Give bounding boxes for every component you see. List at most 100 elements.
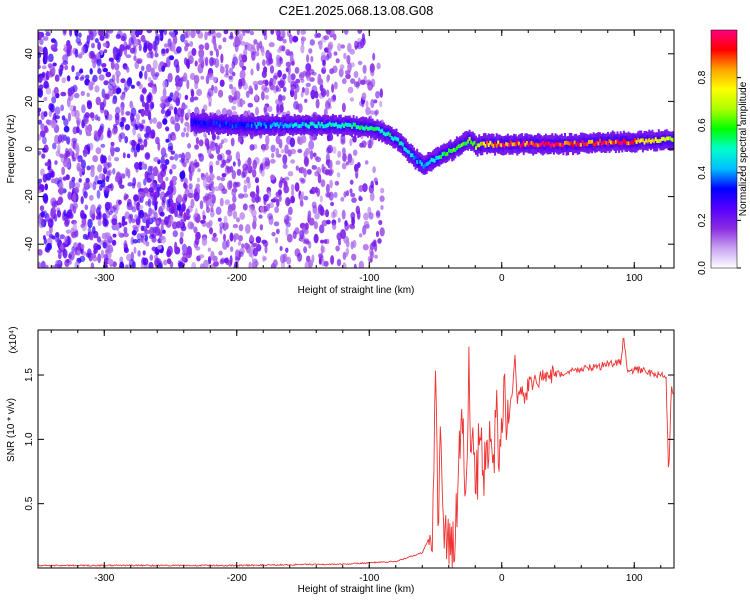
noise-cell	[326, 134, 331, 142]
noise-cell	[309, 150, 314, 160]
noise-cell	[138, 70, 143, 79]
noise-cell	[168, 103, 173, 111]
ridge-cell	[436, 155, 439, 160]
ridge-cell	[524, 142, 527, 147]
noise-cell	[43, 80, 49, 89]
noise-cell	[370, 250, 375, 259]
noise-cell	[210, 207, 214, 212]
noise-cell	[57, 249, 62, 254]
noise-cell	[77, 242, 82, 251]
noise-cell	[331, 83, 335, 94]
noise-cell	[190, 164, 195, 174]
noise-cell	[311, 165, 317, 170]
ridge-cell	[265, 124, 268, 129]
noise-cell	[51, 200, 56, 209]
noise-cell	[79, 68, 84, 74]
ridge-cell	[325, 123, 328, 128]
ridge-cell	[492, 138, 495, 147]
ridge-cell	[645, 138, 648, 143]
ridge-cell	[298, 124, 301, 128]
noise-cell	[198, 48, 205, 59]
noise-cell	[178, 153, 182, 158]
noise-cell	[379, 100, 383, 108]
noise-cell	[81, 218, 87, 227]
noise-cell	[42, 72, 49, 82]
noise-cell	[105, 207, 109, 213]
noise-cell	[132, 239, 139, 244]
ridge-cell	[452, 147, 455, 152]
ridge-cell	[257, 122, 260, 131]
noise-cell	[182, 193, 187, 199]
noise-cell	[132, 224, 138, 230]
noise-cell	[204, 42, 210, 51]
noise-cell	[76, 162, 81, 172]
noise-cell	[160, 155, 165, 166]
noise-cell	[44, 125, 48, 133]
ridge-cell	[500, 138, 503, 147]
noise-cell	[83, 181, 90, 189]
noise-cell	[112, 168, 116, 175]
noise-cell	[120, 94, 125, 100]
noise-cell	[209, 165, 214, 174]
noise-cell	[240, 40, 246, 46]
noise-cell	[103, 219, 109, 225]
noise-cell	[137, 250, 141, 257]
noise-cell	[152, 59, 158, 70]
ridge-cell	[471, 142, 474, 147]
ridge-cell	[632, 140, 635, 145]
noise-cell	[250, 68, 254, 76]
ridge-cell	[610, 140, 613, 145]
ridge-cell	[641, 138, 644, 143]
ridge-cell	[460, 143, 463, 147]
ridge-cell	[529, 141, 531, 146]
noise-cell	[159, 102, 165, 108]
noise-cell	[162, 229, 166, 234]
spectrogram-ytick-label: 40	[24, 48, 35, 60]
snr-xtick-label: -300	[94, 573, 114, 584]
ridge-cell	[482, 141, 485, 146]
noise-cell	[238, 224, 244, 232]
noise-cell	[257, 80, 264, 86]
noise-cell	[143, 187, 149, 194]
ridge-cell	[282, 124, 285, 129]
noise-cell	[351, 253, 357, 261]
ridge-cell	[657, 139, 660, 143]
noise-cell	[217, 217, 222, 222]
noise-cell	[269, 65, 275, 74]
noise-cell	[149, 165, 154, 172]
ridge-cell	[233, 123, 236, 128]
noise-cell	[238, 193, 244, 199]
ridge-cell	[455, 146, 458, 151]
ridge-cell	[579, 142, 582, 147]
noise-cell	[246, 43, 253, 52]
noise-cell	[166, 198, 171, 208]
noise-cell	[362, 37, 366, 46]
noise-cell	[182, 161, 187, 168]
ridge-cell	[653, 139, 656, 144]
noise-cell	[118, 199, 122, 205]
noise-cell	[225, 158, 231, 164]
noise-cell	[341, 78, 347, 85]
noise-cell	[105, 71, 112, 78]
noise-cell	[86, 252, 91, 258]
ridge-cell	[387, 131, 390, 136]
noise-cell	[146, 94, 152, 104]
noise-cell	[276, 198, 280, 207]
noise-cell	[255, 236, 262, 244]
noise-cell	[276, 228, 280, 235]
noise-cell	[174, 113, 181, 122]
noise-cell	[319, 206, 325, 216]
ridge-cell	[479, 142, 482, 151]
noise-cell	[275, 84, 279, 92]
noise-cell	[231, 202, 236, 211]
noise-cell	[99, 123, 105, 130]
ridge-cell	[597, 141, 600, 146]
noise-cell	[320, 179, 326, 188]
noise-cell	[54, 74, 60, 82]
ridge-cell	[428, 160, 431, 164]
noise-cell	[125, 54, 132, 59]
noise-cell	[283, 185, 290, 194]
ridge-cell	[586, 142, 589, 147]
noise-cell	[305, 63, 312, 72]
